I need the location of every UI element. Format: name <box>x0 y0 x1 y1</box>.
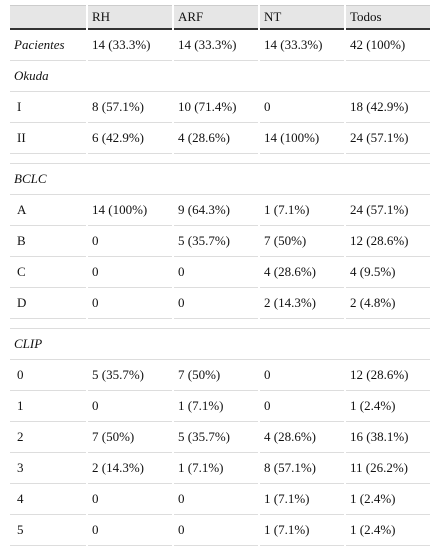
row-label: Pacientes <box>10 30 86 61</box>
cell: 0 <box>88 288 172 319</box>
row-label: 3 <box>10 453 86 484</box>
cell: 0 <box>88 226 172 257</box>
header-row: RH ARF NT Todos <box>10 5 430 30</box>
row-label: 4 <box>10 484 86 515</box>
spacer-row <box>10 154 430 164</box>
cell: 0 <box>88 484 172 515</box>
table-body: Pacientes 14 (33.3%) 14 (33.3%) 14 (33.3%) 4… <box>10 30 430 546</box>
cell: 24 (57.1%) <box>346 195 430 226</box>
cell: 4 (28.6%) <box>174 123 258 154</box>
cell: 14 (33.3%) <box>174 30 258 61</box>
cell: 2 (14.3%) <box>260 288 344 319</box>
cell: 14 (33.3%) <box>88 30 172 61</box>
header-cell <box>10 5 86 30</box>
row-label: A <box>10 195 86 226</box>
cell: 14 (100%) <box>88 195 172 226</box>
data-table: RH ARF NT Todos Pacientes 14 (33.3%) 14 (33.3… <box>8 5 432 546</box>
row-label: C <box>10 257 86 288</box>
cell: 24 (57.1%) <box>346 123 430 154</box>
cell: 7 (50%) <box>88 422 172 453</box>
spacer-cell <box>10 154 430 164</box>
cell: 4 (28.6%) <box>260 257 344 288</box>
cell: 14 (33.3%) <box>260 30 344 61</box>
cell: 5 (35.7%) <box>174 422 258 453</box>
cell: 1 (7.1%) <box>260 515 344 546</box>
cell: 0 <box>174 484 258 515</box>
cell: 16 (38.1%) <box>346 422 430 453</box>
cell: 1 (7.1%) <box>174 453 258 484</box>
cell: 0 <box>260 391 344 422</box>
cell: 1 (2.4%) <box>346 515 430 546</box>
cell: 1 (7.1%) <box>174 391 258 422</box>
cell: 2 (14.3%) <box>88 453 172 484</box>
cell: 4 (9.5%) <box>346 257 430 288</box>
cell: 12 (28.6%) <box>346 226 430 257</box>
data-row: II 6 (42.9%) 4 (28.6%) 14 (100%) 24 (57.1%) <box>10 123 430 154</box>
cell: 1 (7.1%) <box>260 484 344 515</box>
row-label: 2 <box>10 422 86 453</box>
data-row: A 14 (100%) 9 (64.3%) 1 (7.1%) 24 (57.1%) <box>10 195 430 226</box>
cell: 42 (100%) <box>346 30 430 61</box>
cell: 5 (35.7%) <box>88 360 172 391</box>
row-label: I <box>10 92 86 123</box>
cell: 4 (28.6%) <box>260 422 344 453</box>
column-header: ARF <box>174 5 258 30</box>
cell: 7 (50%) <box>260 226 344 257</box>
section-title: CLIP <box>10 329 430 360</box>
section-title: Okuda <box>10 61 430 92</box>
spacer-cell <box>10 319 430 329</box>
cell: 10 (71.4%) <box>174 92 258 123</box>
spacer-row <box>10 319 430 329</box>
cell: 8 (57.1%) <box>260 453 344 484</box>
cell: 14 (100%) <box>260 123 344 154</box>
cell: 12 (28.6%) <box>346 360 430 391</box>
row-label: 1 <box>10 391 86 422</box>
cell: 0 <box>88 515 172 546</box>
cell: 6 (42.9%) <box>88 123 172 154</box>
section-row: CLIP <box>10 329 430 360</box>
cell: 8 (57.1%) <box>88 92 172 123</box>
cell: 0 <box>174 515 258 546</box>
table-header: RH ARF NT Todos <box>10 5 430 30</box>
cell: 0 <box>260 360 344 391</box>
row-label: II <box>10 123 86 154</box>
cell: 11 (26.2%) <box>346 453 430 484</box>
column-header: RH <box>88 5 172 30</box>
section-row: Okuda <box>10 61 430 92</box>
cell: 9 (64.3%) <box>174 195 258 226</box>
cell: 0 <box>88 391 172 422</box>
cell: 1 (2.4%) <box>346 391 430 422</box>
cell: 5 (35.7%) <box>174 226 258 257</box>
section-row: BCLC <box>10 164 430 195</box>
cell: 0 <box>174 288 258 319</box>
cell: 0 <box>260 92 344 123</box>
cell: 1 (2.4%) <box>346 484 430 515</box>
column-header: Todos <box>346 5 430 30</box>
cell: 2 (4.8%) <box>346 288 430 319</box>
row-label: B <box>10 226 86 257</box>
row-label: 0 <box>10 360 86 391</box>
cell: 18 (42.9%) <box>346 92 430 123</box>
row-label: D <box>10 288 86 319</box>
cell: 7 (50%) <box>174 360 258 391</box>
data-row: Pacientes 14 (33.3%) 14 (33.3%) 14 (33.3%) 4… <box>10 30 430 61</box>
cell: 0 <box>88 257 172 288</box>
cell: 1 (7.1%) <box>260 195 344 226</box>
section-title: BCLC <box>10 164 430 195</box>
row-label: 5 <box>10 515 86 546</box>
column-header: NT <box>260 5 344 30</box>
cell: 0 <box>174 257 258 288</box>
